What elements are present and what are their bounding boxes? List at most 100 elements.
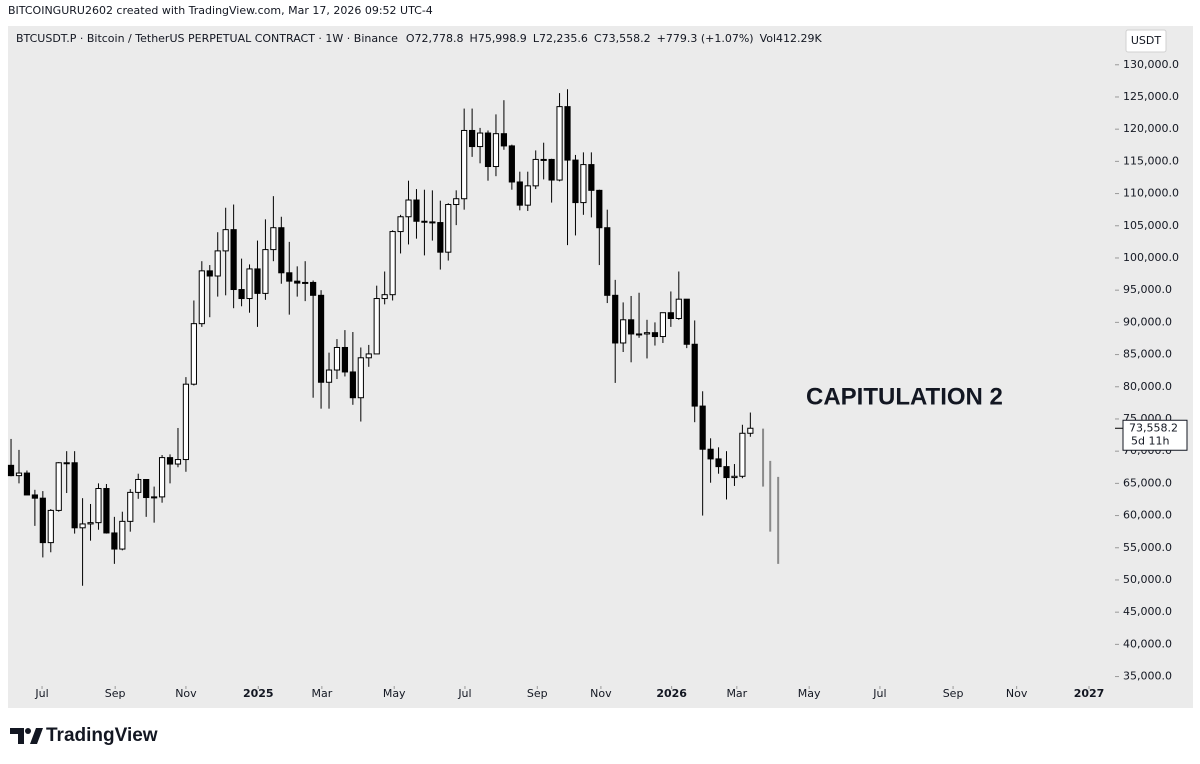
candle-body: [739, 432, 746, 477]
brand: TradingView: [46, 725, 158, 746]
candle-body: [445, 204, 452, 253]
candle-body: [429, 221, 436, 224]
y-tick-label: 50,000.0: [1123, 573, 1172, 586]
candle-body: [397, 216, 404, 233]
candle-body: [15, 472, 23, 477]
candle-body: [492, 133, 500, 168]
x-tick-label: 2027: [1074, 687, 1105, 700]
y-tick-label: 120,000.0: [1123, 122, 1179, 135]
candle-body: [524, 185, 531, 206]
x-tick-label: Nov: [175, 687, 197, 700]
candle-body: [651, 332, 659, 338]
candle-body: [294, 280, 301, 284]
y-tick-label: 100,000.0: [1123, 251, 1179, 264]
candle-body: [453, 198, 460, 206]
candle-body: [95, 488, 102, 524]
candle-body: [214, 250, 221, 277]
candle-body: [508, 145, 515, 183]
x-tick-label: Jul: [872, 687, 886, 700]
x-tick-label: Sep: [105, 687, 126, 700]
candle-body: [715, 458, 722, 468]
y-tick-label: 85,000.0: [1123, 348, 1172, 361]
candle-body: [413, 199, 420, 222]
candle-body: [151, 496, 158, 499]
y-tick-label: 115,000.0: [1123, 154, 1179, 167]
candle-body: [103, 488, 110, 534]
candle-body: [111, 532, 118, 550]
ohlc-summary: L72,235.6: [533, 32, 588, 45]
ohlc-summary: H75,998.9: [470, 32, 527, 45]
candle-body: [341, 346, 349, 373]
x-tick-label: Mar: [726, 687, 747, 700]
candle-body: [373, 298, 380, 355]
candle-body: [246, 268, 253, 300]
y-tick-label: 60,000.0: [1123, 509, 1172, 522]
last-price-box: [1122, 419, 1188, 451]
candle-body: [643, 332, 651, 335]
candle-body: [381, 294, 388, 300]
x-tick-label: Sep: [943, 687, 964, 700]
candle-body: [190, 323, 197, 385]
candle-body: [580, 164, 587, 204]
chart-title: BTCUSDT.P · Bitcoin / TetherUS PERPETUAL…: [16, 32, 398, 45]
candle-body: [620, 319, 627, 344]
candle-body: [198, 270, 205, 325]
candle-body: [683, 298, 690, 345]
credit: BITCOINGURU2602 created with TradingView…: [8, 4, 433, 17]
candle-body: [572, 159, 579, 204]
currency-box[interactable]: [1125, 29, 1167, 53]
candle-body: [230, 229, 237, 291]
candle-body: [23, 472, 31, 496]
y-tick-label: 95,000.0: [1123, 283, 1172, 296]
candle-body: [723, 466, 730, 479]
candle-body: [532, 158, 539, 187]
candle-body: [317, 294, 325, 383]
candle-body: [174, 459, 182, 465]
candle-body: [596, 189, 603, 229]
candle-body: [659, 312, 667, 338]
candle-body: [127, 491, 134, 522]
candle-body: [63, 462, 70, 465]
x-tick-label: Nov: [1006, 687, 1028, 700]
y-tick-label: 80,000.0: [1123, 380, 1172, 393]
candle-body: [166, 457, 174, 465]
candle-body: [79, 523, 86, 529]
candle-body: [39, 497, 46, 544]
candle-body: [747, 427, 754, 434]
candle-body: [540, 158, 547, 161]
y-tick-label: 105,000.0: [1123, 219, 1179, 232]
candle-body: [31, 494, 38, 499]
candle-body: [516, 181, 523, 206]
annotation: CAPITULATION 2: [806, 383, 1003, 410]
candle-body: [310, 281, 317, 296]
currency[interactable]: USDT: [1131, 34, 1162, 47]
candle-body: [182, 383, 190, 461]
candle-body: [7, 464, 15, 477]
candle-body: [461, 129, 468, 200]
candle-body: [628, 319, 635, 335]
candle-body: [333, 346, 341, 371]
candle-body: [484, 132, 492, 168]
candle-body: [357, 357, 364, 399]
candle-body: [476, 132, 484, 148]
candle-body: [588, 164, 595, 191]
candle-body: [500, 133, 508, 147]
y-tick-label: 35,000.0: [1123, 670, 1172, 683]
candle-body: [365, 353, 372, 359]
x-tick-label: May: [798, 687, 821, 700]
candle-body: [349, 371, 356, 399]
candle-body: [135, 479, 142, 493]
ohlc-summary: C73,558.2: [594, 32, 651, 45]
ohlc-summary: O72,778.8: [406, 32, 464, 45]
y-tick-label: 40,000.0: [1123, 637, 1172, 650]
candle-body: [222, 229, 229, 252]
candle-body: [604, 227, 611, 296]
candle-body: [55, 462, 62, 511]
candle-body: [469, 129, 476, 148]
x-tick-label: 2025: [243, 687, 274, 700]
candle-body: [158, 457, 166, 498]
candle-body: [119, 520, 126, 550]
x-tick-label: 2026: [656, 687, 687, 700]
brand-logo: [10, 728, 43, 744]
